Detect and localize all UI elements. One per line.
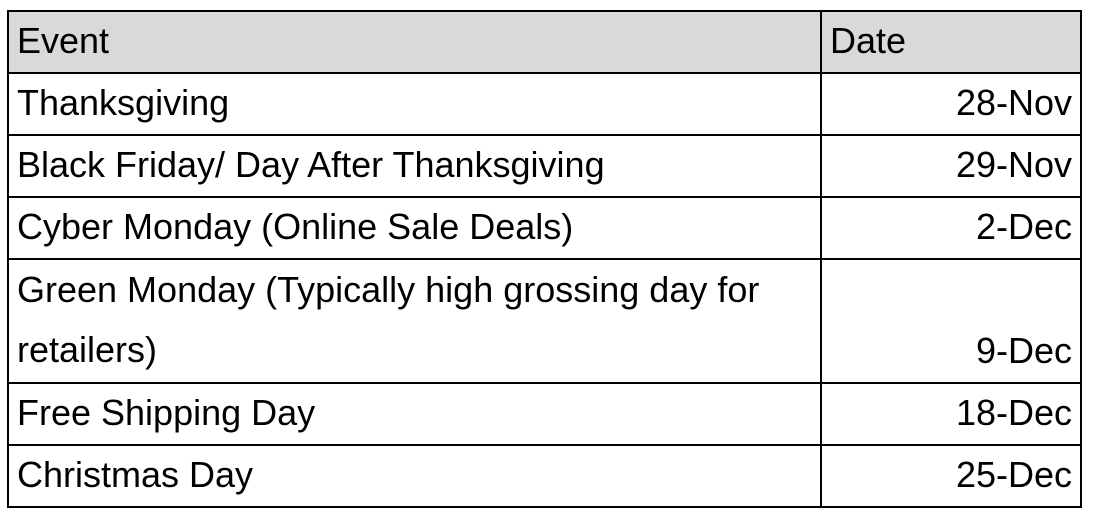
date-cell: 25-Dec [820,444,1082,508]
events-table: Event Date Thanksgiving 28-Nov Black Fri… [7,10,1082,508]
event-cell: Black Friday/ Day After Thanksgiving [7,134,822,198]
event-cell: Christmas Day [7,444,822,508]
date-cell: 18-Dec [820,382,1082,446]
table-row: Cyber Monday (Online Sale Deals) 2-Dec [7,196,1082,260]
header-date: Date [820,10,1082,74]
header-row: Event Date [7,10,1082,74]
table-row: Black Friday/ Day After Thanksgiving 29-… [7,134,1082,198]
event-cell: Green Monday (Typically high grossing da… [7,258,822,384]
date-cell: 2-Dec [820,196,1082,260]
event-cell: Free Shipping Day [7,382,822,446]
header-event: Event [7,10,822,74]
date-cell: 29-Nov [820,134,1082,198]
event-cell: Thanksgiving [7,72,822,136]
table-row: Free Shipping Day 18-Dec [7,382,1082,446]
table-row: Green Monday (Typically high grossing da… [7,258,1082,384]
table-row: Christmas Day 25-Dec [7,444,1082,508]
table-row: Thanksgiving 28-Nov [7,72,1082,136]
date-cell: 9-Dec [820,258,1082,384]
event-cell: Cyber Monday (Online Sale Deals) [7,196,822,260]
date-cell: 28-Nov [820,72,1082,136]
